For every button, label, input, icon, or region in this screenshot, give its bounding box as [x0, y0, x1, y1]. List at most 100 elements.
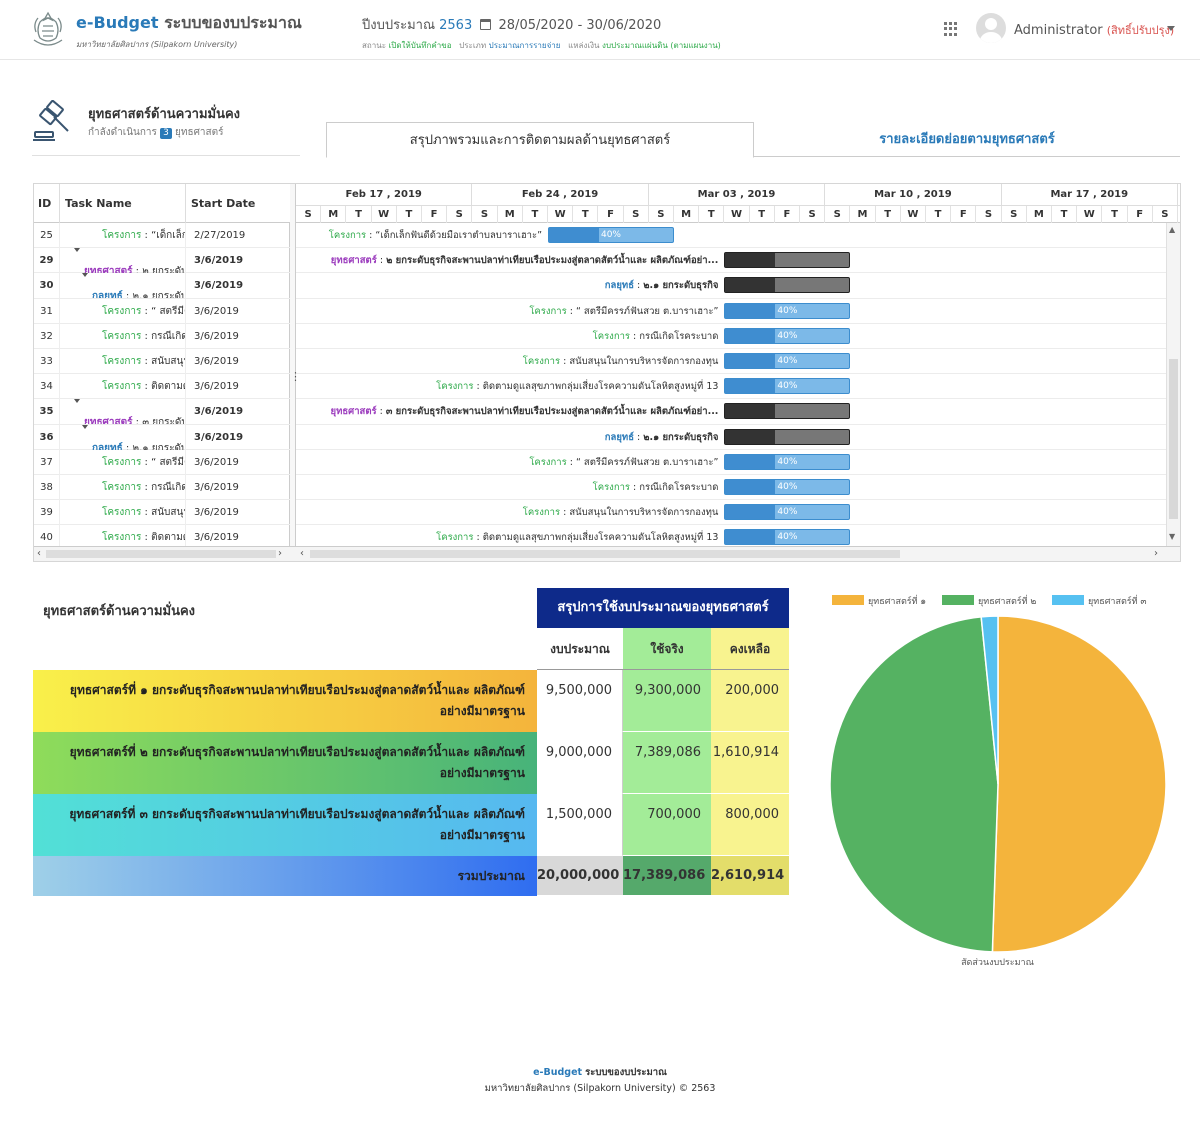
task-name[interactable]: กลยุทธ์ : ๒.๑ ยกระดับธุรกิจ — [60, 424, 186, 450]
legend-item[interactable]: ยุทธศาสตร์ที่ ๓ — [1052, 594, 1147, 608]
task-name-separator: : — [141, 330, 152, 342]
scroll-up-icon[interactable]: ▲ — [1169, 225, 1176, 234]
summary-task-bar[interactable] — [724, 403, 851, 420]
used-amount: 9,300,000 — [623, 670, 711, 732]
task-name[interactable]: โครงการ : ติดตามดูแลสุขภาพกลุ่มเสี่ยงโรค… — [60, 525, 186, 551]
task-name-text: “ สตรีมีครรภ์ฟันสวย ต.บาราเฮาะ” — [151, 456, 185, 468]
task-bar[interactable]: 40% — [724, 453, 851, 470]
avatar[interactable] — [976, 13, 1006, 43]
tab-strategy-details[interactable]: รายละเอียดย่อยตามยุทธศาสตร์ — [879, 132, 1055, 147]
summary-task-bar[interactable] — [724, 252, 851, 269]
scroll-right-icon[interactable]: › — [1154, 548, 1158, 559]
timeline-day-header: F — [1128, 206, 1153, 223]
section-subtitle: กำลังดำเนินการ 3 ยุทธศาสตร์ — [88, 125, 224, 140]
task-bar[interactable]: 40% — [724, 378, 851, 395]
tab-summary[interactable]: สรุปภาพรวมและการติดตามผลด้านยุทธศาสตร์ — [326, 122, 754, 158]
task-bar-label: โครงการ : “เด็กเล็กฟันดีด้วยมือเราตำบลบา… — [329, 223, 542, 248]
task-name[interactable]: โครงการ : กรณีเกิดโรคระบาด — [60, 474, 186, 500]
timeline-day-header: T — [750, 206, 775, 223]
column-header-id[interactable]: ID — [34, 184, 60, 223]
task-name[interactable]: โครงการ : สนับสนุนในการบริหารจัดการกองทุ… — [60, 500, 186, 526]
task-type-prefix: โครงการ — [102, 507, 142, 519]
calendar-icon — [480, 19, 492, 30]
timeline-week-header: Mar 10 , 2019 — [825, 184, 1002, 206]
timeline-weeks: Feb 17 , 2019 Feb 24 , 2019 Mar 03 , 2019 M… — [296, 184, 1180, 206]
scrollbar-thumb[interactable] — [310, 550, 900, 558]
task-name[interactable]: กลยุทธ์ : ๒.๑ ยกระดับธุรกิจ — [60, 273, 186, 299]
column-header-task-name[interactable]: Task Name — [60, 184, 186, 223]
scrollbar-thumb[interactable] — [1169, 359, 1178, 519]
task-name[interactable]: โครงการ : สนับสนุนในการบริหารจัดการกองทุ… — [60, 348, 186, 374]
pie-slice-2[interactable] — [829, 616, 999, 953]
gantt-vertical-scrollbar[interactable]: ▲ ▼ — [1166, 223, 1180, 546]
task-name[interactable]: โครงการ : “ สตรีมีครรภ์ฟันสวย ต.บาราเฮาะ… — [60, 298, 186, 324]
task-name[interactable]: โครงการ : “ สตรีมีครรภ์ฟันสวย ต.บาราเฮาะ… — [60, 449, 186, 475]
pie-slice-1[interactable] — [991, 615, 1167, 953]
task-id: 34 — [34, 374, 60, 400]
task-name-text: ติดตามดูแลสุขภาพกลุ่มเสี่ยงโรคความดันโลห… — [151, 532, 185, 544]
expand-toggle-icon[interactable] — [82, 424, 88, 450]
table-row[interactable]: 29ยุทธศาสตร์ : ๒ ยกระดับธุรกิจสะพานปลาท่… — [34, 248, 290, 274]
task-progress-fill — [725, 404, 775, 419]
task-name[interactable]: โครงการ : กรณีเกิดโรคระบาด — [60, 323, 186, 349]
timeline-day-header: T — [397, 206, 422, 223]
column-header-start-date[interactable]: Start Date — [191, 197, 256, 210]
task-type-prefix: โครงการ — [102, 355, 142, 367]
legend-item[interactable]: ยุทธศาสตร์ที่ ๒ — [942, 594, 1036, 608]
pie-slice-3[interactable] — [980, 615, 999, 785]
task-bar-label-separator: : — [473, 532, 483, 544]
task-bar[interactable]: 40% — [548, 227, 674, 243]
task-name[interactable]: โครงการ : “เด็กเล็กฟันดีด้วยมือเราตำบลบา… — [60, 223, 186, 248]
task-name[interactable]: ยุทธศาสตร์ : ๒ ยกระดับธุรกิจสะพานปลาท่าเ… — [60, 248, 186, 274]
task-bar-label-prefix: โครงการ — [529, 456, 567, 468]
task-name[interactable]: โครงการ : ติดตามดูแลสุขภาพกลุ่มเสี่ยงโรค… — [60, 374, 186, 400]
task-id: 33 — [34, 348, 60, 374]
task-name-separator: : — [141, 507, 152, 519]
gantt-splitter-handle[interactable] — [290, 184, 301, 561]
user-menu[interactable]: Administrator (สิทธิ์ปรับปรุง) — [1014, 21, 1174, 39]
timeline-day-header: T — [1052, 206, 1078, 223]
timeline-day-header: F — [422, 206, 448, 223]
scroll-right-icon[interactable]: › — [278, 548, 282, 559]
table-row[interactable]: 35ยุทธศาสตร์ : ๓ ยกระดับธุรกิจสะพานปลาท่… — [34, 399, 290, 425]
task-bar[interactable]: 40% — [724, 504, 851, 521]
scroll-left-icon[interactable]: ‹ — [300, 548, 304, 559]
task-bar[interactable]: 40% — [724, 302, 851, 319]
brand[interactable]: e-Budget ระบบของบประมาณ มหาวิทยาลัยศิลปา… — [76, 11, 302, 51]
expand-toggle-icon[interactable] — [74, 399, 80, 424]
legend-item[interactable]: ยุทธศาสตร์ที่ ๑ — [832, 594, 926, 608]
task-bar[interactable]: 40% — [724, 353, 851, 369]
apps-grid-icon[interactable] — [944, 22, 958, 36]
chevron-down-icon[interactable] — [1167, 26, 1175, 31]
summary-task-bar[interactable] — [724, 428, 851, 445]
expand-toggle-icon[interactable] — [74, 248, 80, 273]
task-bar-label-prefix: กลยุทธ์ — [604, 431, 634, 443]
task-type-prefix: กลยุทธ์ — [92, 291, 123, 299]
task-type-prefix: โครงการ — [102, 305, 142, 317]
task-name[interactable]: ยุทธศาสตร์ : ๓ ยกระดับธุรกิจสะพานปลาท่าเ… — [60, 399, 186, 425]
task-bar[interactable]: 40% — [724, 327, 851, 344]
scroll-left-icon[interactable]: ‹ — [37, 548, 41, 559]
expand-toggle-icon[interactable] — [82, 273, 88, 298]
task-start-date: 3/6/2019 — [194, 431, 244, 443]
footer-brand-th: ระบบของบประมาณ — [585, 1067, 667, 1078]
scroll-down-icon[interactable]: ▼ — [1169, 532, 1176, 541]
summary-task-bar[interactable] — [724, 277, 851, 294]
budget-row: ยุทธศาสตร์ที่ ๒ ยกระดับธุรกิจสะพานปลาท่า… — [33, 732, 789, 794]
scrollbar-thumb[interactable] — [46, 550, 276, 558]
footer-brand-en[interactable]: e-Budget — [533, 1067, 583, 1078]
task-id: 36 — [34, 424, 60, 450]
gantt-horizontal-scrollbar[interactable]: ‹ › ‹ › — [34, 546, 1180, 561]
task-bar[interactable]: 40% — [724, 479, 851, 495]
task-bar[interactable]: 40% — [724, 529, 851, 546]
